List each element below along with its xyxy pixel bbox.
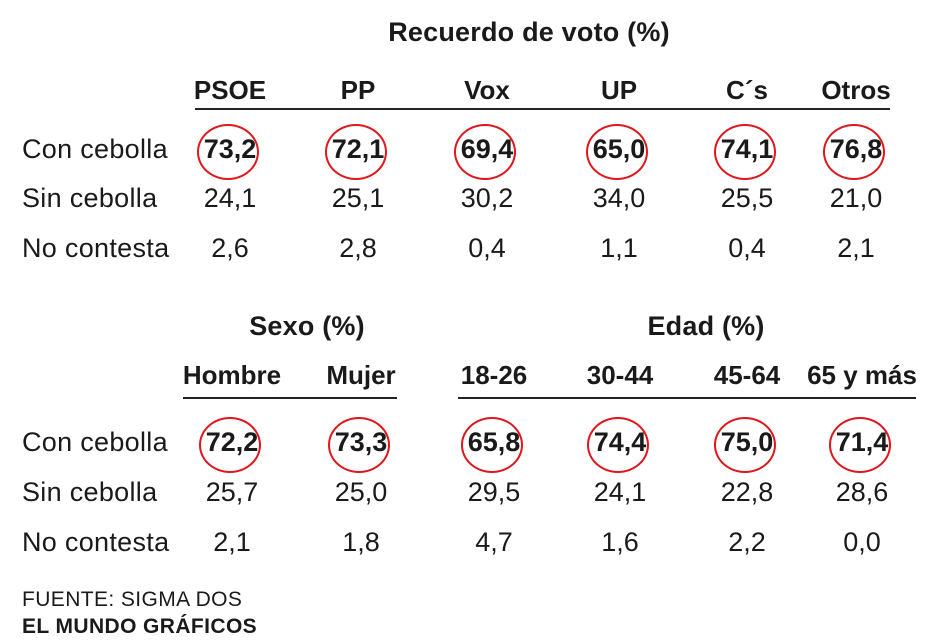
table-cell-value: 65,0 [592,134,646,164]
table-cell-value: 0,0 [843,527,881,557]
highlight-ring [199,417,261,473]
age-col-header: 65 y más [807,360,917,390]
table-cell-value: 2,2 [728,527,766,557]
table-cell-value: 28,6 [835,477,889,507]
table-cell-value: 2,8 [339,233,377,263]
table-cell-value: 25,1 [331,183,385,213]
vote-table-title: Recuerdo de voto (%) [388,17,670,47]
highlight-ring [714,417,776,473]
table-cell-value: 71,4 [835,427,889,457]
highlight-ring [823,124,885,180]
highlight-ring [587,417,649,473]
age-table-title: Edad (%) [647,311,765,341]
table-cell-value: 24,1 [203,183,257,213]
table-cell-value: 74,4 [593,427,647,457]
table-cell-value: 21,0 [829,183,883,213]
sex-col-header: Mujer [326,360,396,390]
vote-col-header: Otros [821,75,891,105]
source-note: FUENTE: SIGMA DOS [22,588,243,611]
highlight-ring [325,124,387,180]
vote-header-rule [195,108,890,110]
table-cell-value: 1,1 [600,233,638,263]
age-col-header: 18-26 [460,360,528,390]
table-cell-value: 25,0 [334,477,388,507]
vote-col-header: C´s [726,75,768,105]
age-col-header: 30-44 [586,360,654,390]
table-cell-value: 65,8 [467,427,521,457]
row-label: Con cebolla [22,134,168,164]
vote-col-header: UP [600,75,638,105]
age-header-rule [458,397,916,399]
highlight-ring [197,124,259,180]
highlight-ring [586,124,648,180]
table-cell-value: 0,4 [728,233,766,263]
table-cell-value: 72,1 [331,134,385,164]
table-cell-value: 25,5 [720,183,774,213]
sex-header-rule [183,397,397,399]
table-cell-value: 2,1 [213,527,251,557]
table-cell-value: 34,0 [592,183,646,213]
table-cell-value: 1,8 [342,527,380,557]
vote-col-header: PSOE [193,75,267,105]
table-cell-value: 4,7 [475,527,513,557]
row-label: Sin cebolla [22,183,158,213]
vote-col-header: PP [340,75,376,105]
row-label: Con cebolla [22,427,168,457]
row-label: Sin cebolla [22,477,158,507]
table-cell-value: 22,8 [720,477,774,507]
table-cell-value: 69,4 [460,134,514,164]
sex-table-title: Sexo (%) [249,311,365,341]
table-cell-value: 75,0 [720,427,774,457]
table-cell-value: 25,7 [205,477,259,507]
highlight-ring [829,417,891,473]
table-cell-value: 29,5 [467,477,521,507]
table-cell-value: 72,2 [205,427,259,457]
table-cell-value: 73,3 [334,427,388,457]
sex-col-header: Hombre [182,360,282,390]
table-cell-value: 2,6 [211,233,249,263]
table-cell-value: 30,2 [460,183,514,213]
table-cell-value: 0,4 [468,233,506,263]
table-cell-value: 73,2 [203,134,257,164]
vote-col-header: Vox [464,75,510,105]
age-col-header: 45-64 [713,360,781,390]
table-cell-value: 74,1 [720,134,774,164]
highlight-ring [328,417,390,473]
highlight-ring [461,417,523,473]
table-cell-value: 76,8 [829,134,883,164]
highlight-ring [454,124,516,180]
row-label: No contesta [22,233,170,263]
highlight-ring [714,124,776,180]
brand-credit: EL MUNDO GRÁFICOS [22,615,258,638]
table-cell-value: 2,1 [837,233,875,263]
row-label: No contesta [22,527,170,557]
table-cell-value: 1,6 [601,527,639,557]
table-cell-value: 24,1 [593,477,647,507]
